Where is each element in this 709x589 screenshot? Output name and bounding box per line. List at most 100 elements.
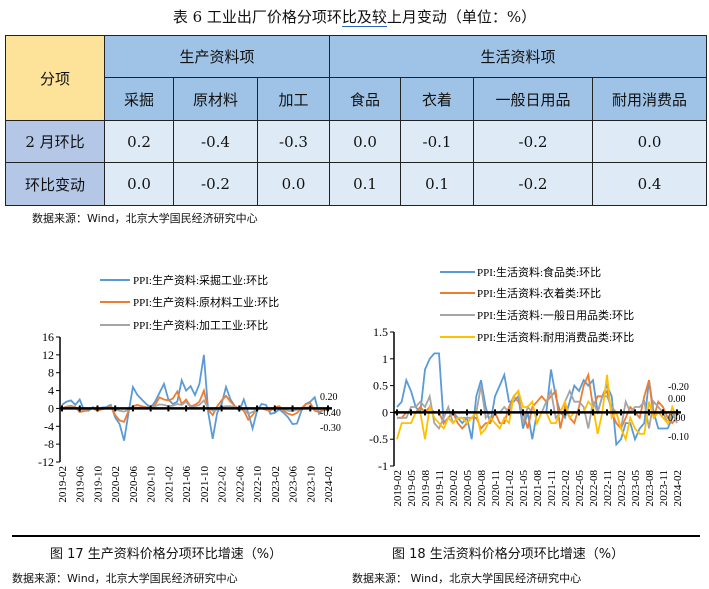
cell: 0.1	[400, 162, 474, 206]
x-tick-label: 2023-05	[630, 470, 642, 507]
cell: 0.0	[257, 162, 330, 206]
col-header: 原材料	[173, 77, 258, 121]
x-tick-label: 2019-05	[406, 470, 418, 507]
cell: 0.2	[104, 120, 174, 163]
x-tick-label: 2023-11	[658, 470, 670, 506]
end-value-label: -0.20	[668, 382, 689, 393]
y-tick-label: -1	[378, 459, 388, 473]
x-tick-label: 2019-10	[92, 466, 104, 503]
row-header: 环比变动	[5, 162, 105, 206]
x-tick-label: 2020-06	[128, 466, 140, 503]
x-tick-label: 2020-02	[110, 466, 122, 503]
x-tick-label: 2022-10	[252, 466, 264, 503]
corner-header: 分项	[5, 35, 105, 121]
x-tick-label: 2021-02	[163, 466, 175, 503]
x-tick-label: 2023-06	[288, 466, 300, 503]
y-tick-label: 1	[382, 352, 388, 366]
x-tick-label: 2021-10	[199, 466, 211, 503]
x-tick-label: 2024-02	[672, 470, 684, 507]
end-value-label: 0.20	[320, 392, 338, 403]
end-value-label: 0.00	[668, 413, 686, 424]
x-tick-label: 2020-02	[448, 470, 460, 507]
legend-label: PPI:生产资料:加工工业:环比	[133, 318, 268, 332]
end-value-label: -0.10	[668, 432, 689, 443]
col-header: 采掘	[104, 77, 174, 121]
y-tick-label: 4	[48, 384, 54, 398]
col-header: 耐用消费品	[592, 77, 707, 121]
cell: 0.0	[329, 120, 401, 163]
x-tick-label: 2021-02	[504, 470, 516, 507]
chart-production: PPI:生产资料:采掘工业:环比 PPI:生产资料:原材料工业:环比 PPI:生产资…	[38, 273, 341, 503]
cell: -0.3	[257, 120, 330, 163]
cell: 0.1	[329, 162, 401, 206]
y-tick-label: 0	[48, 401, 54, 415]
x-tick-label: 2021-08	[532, 470, 544, 507]
legend-label: PPI:生活资料:食品类:环比	[477, 265, 601, 279]
y-tick-label: 16	[42, 330, 54, 344]
legend-label: PPI:生产资料:原材料工业:环比	[133, 295, 279, 309]
caption-fig17: 图 17 生产资料价格分项环比增速（%）	[50, 547, 283, 562]
col-header: 加工	[257, 77, 330, 121]
x-tick-label: 2019-11	[434, 470, 446, 506]
table-row: 环比变动 0.0 -0.2 0.0 0.1 0.1 -0.2 0.4	[5, 162, 707, 206]
x-tick-label: 2023-10	[305, 466, 317, 503]
caption-fig18: 图 18 生活资料价格分项环比增速（%）	[392, 547, 625, 562]
cell: -0.2	[473, 162, 593, 206]
end-value-label: -0.30	[320, 423, 341, 434]
x-tick-label: 2020-05	[462, 470, 474, 507]
table-source: 数据来源：Wind，北京大学国民经济研究中心	[32, 212, 258, 225]
series-line	[396, 374, 678, 443]
x-tick-label: 2022-06	[234, 466, 246, 503]
x-tick-label: 2019-02	[57, 466, 69, 503]
y-tick-label: -8	[44, 437, 54, 451]
table-row: 2 月环比 0.2 -0.4 -0.3 0.0 -0.1 -0.2 0.0	[5, 120, 707, 163]
row-header: 2 月环比	[5, 120, 105, 163]
ppi-table: 分项 生产资料项 生活资料项 采掘 原材料 加工 食品 衣着 一般日用品 耐用消…	[5, 35, 707, 206]
cell: -0.1	[400, 120, 474, 163]
x-tick-label: 2022-02	[560, 470, 572, 507]
y-tick-label: 0.5	[373, 379, 388, 393]
x-tick-label: 2022-08	[588, 470, 600, 507]
source-fig18: 数据来源： Wind，北京大学国民经济研究中心	[352, 572, 582, 585]
y-tick-label: -4	[44, 419, 54, 433]
cell: 0.0	[104, 162, 174, 206]
x-tick-label: 2022-02	[217, 466, 229, 503]
x-tick-label: 2020-10	[146, 466, 158, 503]
x-tick-label: 2019-02	[392, 470, 404, 507]
x-tick-label: 2020-08	[476, 470, 488, 507]
x-tick-label: 2022-11	[602, 470, 614, 506]
y-tick-label: 12	[42, 348, 54, 362]
cell: -0.2	[473, 120, 593, 163]
x-tick-label: 2021-11	[546, 470, 558, 506]
y-tick-label: -12	[38, 455, 54, 469]
col-header: 衣着	[400, 77, 474, 121]
table-title: 表 6 工业出厂价格分项环比及较上月变动（单位：%）	[172, 8, 537, 27]
y-tick-label: -0.5	[369, 432, 388, 446]
end-value-label: 0.00	[668, 394, 686, 405]
series-line	[397, 371, 678, 431]
x-tick-label: 2020-11	[490, 470, 502, 506]
series-line	[61, 354, 329, 441]
x-tick-label: 2021-05	[518, 470, 530, 507]
cell: 0.0	[592, 120, 707, 163]
cell: -0.2	[173, 162, 258, 206]
col-header: 食品	[329, 77, 401, 121]
legend-label: PPI:生活资料:衣着类:环比	[477, 286, 601, 300]
end-value-label: -0.40	[320, 408, 341, 419]
x-tick-label: 2019-08	[420, 470, 432, 507]
legend-label: PPI:生活资料:耐用消费品类:环比	[477, 330, 634, 344]
divider	[12, 535, 700, 537]
legend-label: PPI:生产资料:采掘工业:环比	[133, 273, 268, 287]
source-fig17: 数据来源：Wind，北京大学国民经济研究中心	[12, 572, 238, 585]
y-tick-label: 1.5	[373, 325, 388, 339]
cell: -0.4	[173, 120, 258, 163]
y-tick-label: 0	[382, 405, 388, 419]
col-header: 一般日用品	[473, 77, 593, 121]
series-line	[396, 352, 678, 447]
y-tick-label: 8	[48, 366, 54, 380]
x-tick-label: 2023-02	[616, 470, 628, 507]
cell: 0.4	[592, 162, 707, 206]
group-header-living: 生活资料项	[329, 35, 707, 78]
chart-living: PPI:生活资料:食品类:环比 PPI:生活资料:衣着类:环比 PPI:生活资料:一…	[369, 265, 689, 507]
x-tick-label: 2023-08	[644, 470, 656, 507]
